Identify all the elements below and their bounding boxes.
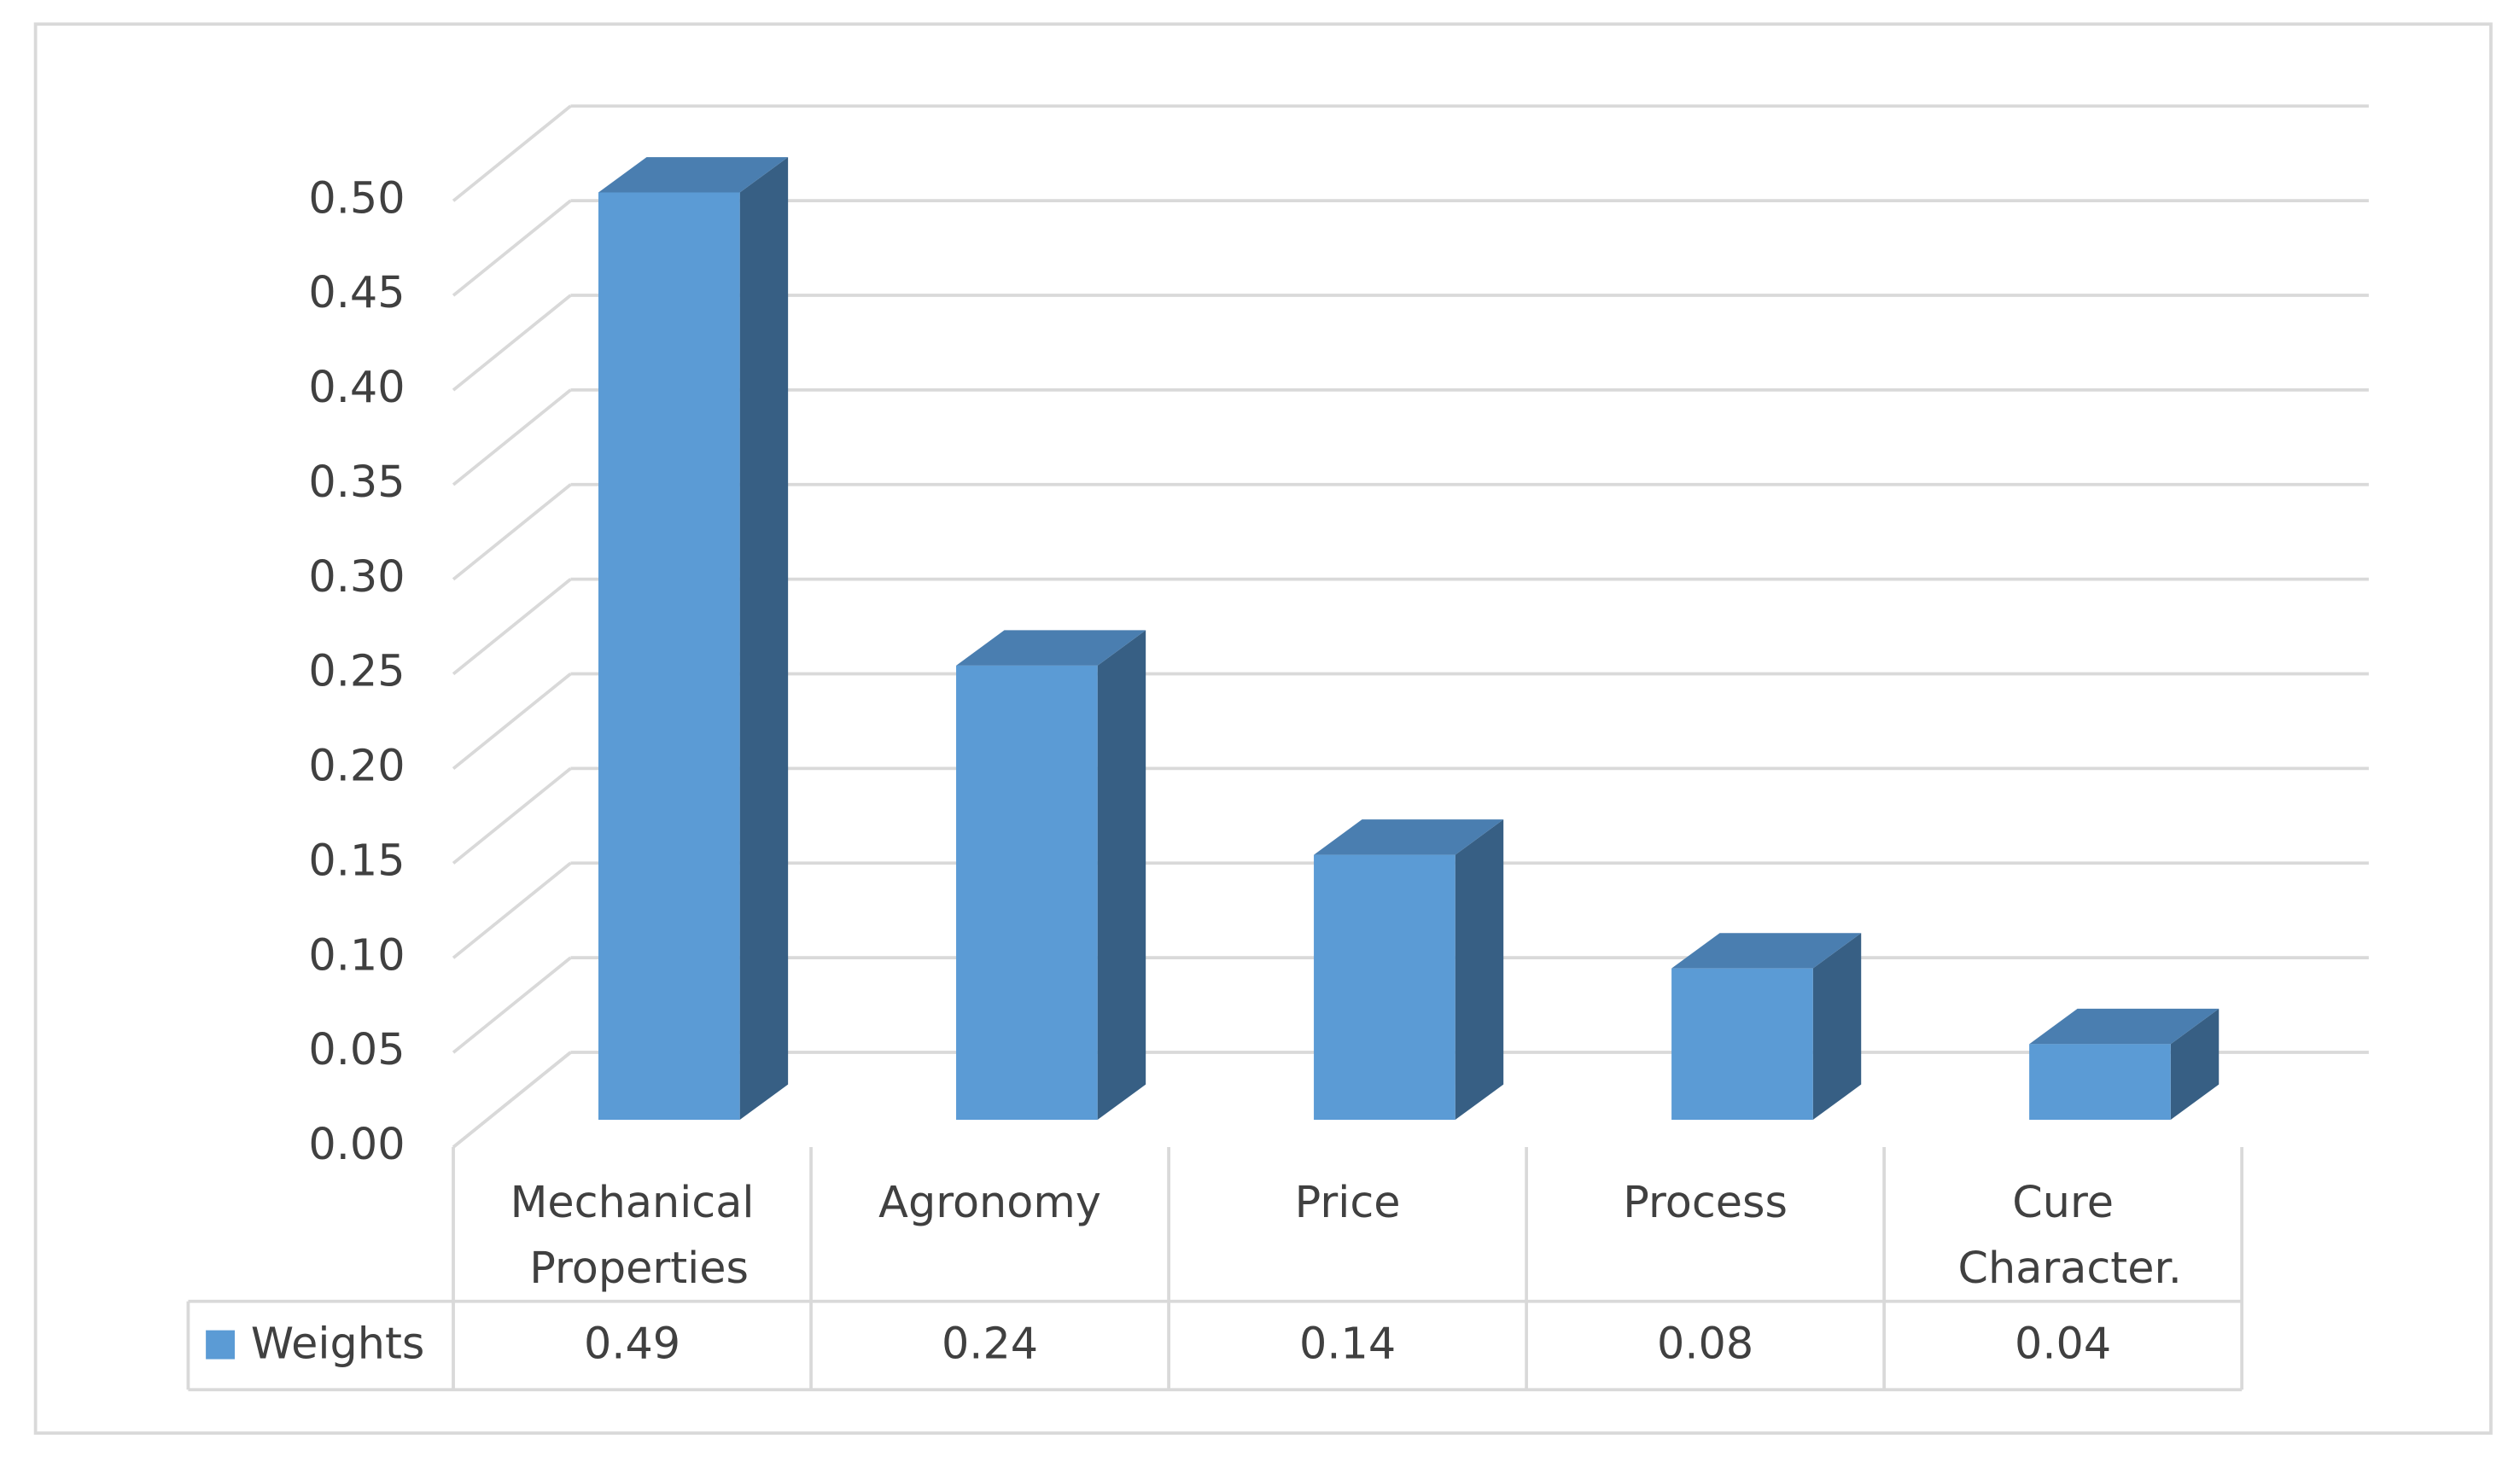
- bar-top: [1671, 933, 1862, 969]
- axis-line: [452, 1051, 572, 1149]
- y-tick-label: 0.10: [308, 929, 405, 980]
- y-tick-label: 0.35: [308, 457, 405, 507]
- bar-top: [1314, 819, 1504, 855]
- x-tick-label: Agronomy: [878, 1177, 1101, 1227]
- y-tick-label: 0.25: [308, 646, 405, 696]
- y-tick-label: 0.45: [308, 267, 405, 317]
- bar: [1314, 854, 1455, 1121]
- grid-line: [452, 673, 572, 771]
- grid-line: [452, 956, 572, 1054]
- bar-side: [1097, 630, 1146, 1121]
- x-tick-label: Mechanical Properties: [510, 1177, 755, 1293]
- chart-border: [33, 22, 2493, 1435]
- x-tick-label: Process: [1623, 1177, 1788, 1227]
- legend-label: Weights: [251, 1318, 424, 1368]
- bar-side: [2170, 1008, 2220, 1121]
- grid-line: [452, 578, 572, 676]
- data-table-value: 0.24: [942, 1318, 1038, 1368]
- y-tick-label: 0.15: [308, 835, 405, 885]
- y-tick-label: 0.00: [308, 1119, 405, 1169]
- data-table-value: 0.49: [584, 1318, 680, 1368]
- bar-top: [956, 630, 1146, 666]
- bar: [956, 665, 1098, 1121]
- x-tick-label: Price: [1295, 1177, 1401, 1227]
- y-tick-label: 0.40: [308, 362, 405, 412]
- data-table-value: 0.14: [1299, 1318, 1396, 1368]
- bar-top: [598, 157, 789, 193]
- grid-line: [452, 294, 572, 392]
- y-tick-label: 0.20: [308, 741, 405, 791]
- bar-side: [1812, 933, 1862, 1121]
- grid-line: [452, 104, 572, 202]
- x-tick-label: Cure Character.: [1944, 1177, 2182, 1293]
- bar: [598, 192, 740, 1121]
- bar: [1671, 968, 1813, 1121]
- bar: [2029, 1044, 2171, 1121]
- data-table-value: 0.08: [1657, 1318, 1753, 1368]
- legend-swatch: [206, 1330, 236, 1360]
- grid-line: [452, 861, 572, 959]
- data-table-value: 0.04: [2015, 1318, 2111, 1368]
- bar-side: [1455, 819, 1504, 1121]
- bar-top: [2029, 1008, 2220, 1045]
- grid-line: [452, 766, 572, 865]
- y-tick-label: 0.50: [308, 172, 405, 223]
- y-tick-label: 0.30: [308, 551, 405, 602]
- grid-line: [452, 388, 572, 486]
- grid-line: [452, 483, 572, 581]
- y-tick-label: 0.05: [308, 1024, 405, 1075]
- grid-line: [452, 199, 572, 297]
- bar-side: [739, 157, 789, 1121]
